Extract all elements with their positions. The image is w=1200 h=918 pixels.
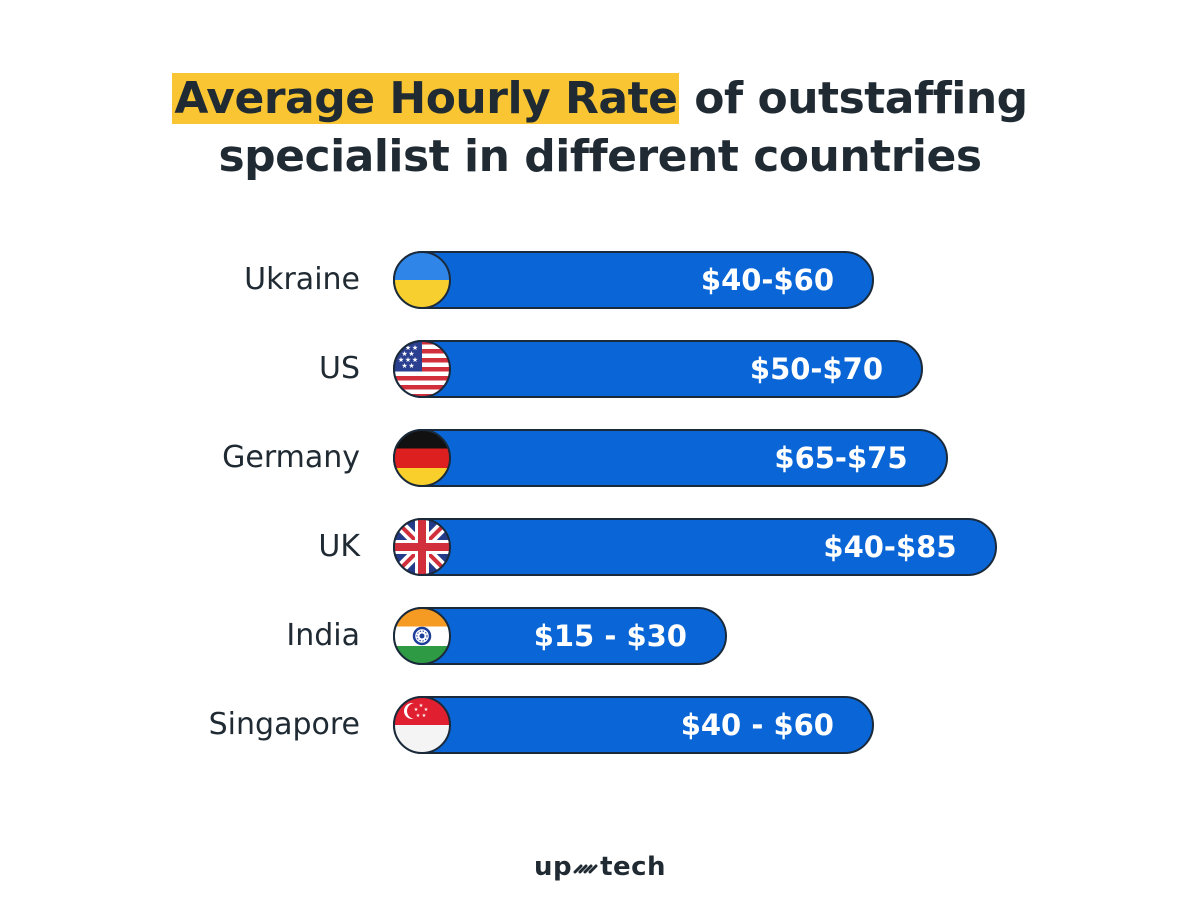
rate-value-label: $50-$70 xyxy=(749,352,883,386)
rate-value-label: $65-$75 xyxy=(774,441,908,475)
brand-up: up xyxy=(533,852,573,882)
svg-text:★: ★ xyxy=(412,356,418,364)
svg-text:★: ★ xyxy=(408,350,414,358)
svg-text:★: ★ xyxy=(405,344,411,352)
uk-flag-icon xyxy=(393,518,451,576)
svg-text:★: ★ xyxy=(414,707,419,713)
country-label: India xyxy=(286,618,360,653)
svg-text:★: ★ xyxy=(408,362,414,370)
rate-bar: $40-$85 xyxy=(393,518,997,576)
country-label: US xyxy=(318,351,360,386)
svg-text:★: ★ xyxy=(416,713,421,719)
upstech-mark-icon xyxy=(573,864,598,873)
ukraine-flag-icon xyxy=(393,251,451,309)
svg-text:★: ★ xyxy=(405,356,411,364)
brand-tech: tech xyxy=(600,852,667,882)
rate-bar: $50-$70 xyxy=(393,340,923,398)
title-line-2: specialist in different countries xyxy=(218,131,982,182)
us-flag-icon: ★ ★ ★ ★ ★ ★ ★ ★ ★ ★ xyxy=(393,340,451,398)
country-label: Germany xyxy=(222,440,360,475)
rate-value-label: $40-$85 xyxy=(823,530,957,564)
svg-text:★: ★ xyxy=(401,350,407,358)
rate-bar: $40 - $60 xyxy=(393,696,874,754)
svg-text:★: ★ xyxy=(424,707,429,713)
svg-text:★: ★ xyxy=(419,703,424,709)
svg-text:★: ★ xyxy=(412,344,418,352)
country-label: UK xyxy=(318,529,360,564)
brand-logo: up tech xyxy=(0,852,1200,882)
svg-text:★: ★ xyxy=(401,362,407,370)
title-highlight: Average Hourly Rate xyxy=(172,73,680,124)
title-line-1-rest: of outstaffing xyxy=(679,73,1028,124)
rate-value-label: $40-$60 xyxy=(700,263,834,297)
svg-text:★: ★ xyxy=(422,713,427,719)
singapore-flag-icon: ★ ★ ★ ★ ★ xyxy=(393,696,451,754)
chart-title: Average Hourly Rate of outstaffing speci… xyxy=(0,70,1200,186)
germany-flag-icon xyxy=(393,429,451,487)
india-flag-icon xyxy=(393,607,451,665)
rate-value-label: $40 - $60 xyxy=(680,708,834,742)
title-line-1: Average Hourly Rate of outstaffing xyxy=(0,70,1200,128)
country-label: Ukraine xyxy=(244,262,360,297)
country-label: Singapore xyxy=(208,707,360,742)
rate-bar: $40-$60 xyxy=(393,251,874,309)
rate-bar: $65-$75 xyxy=(393,429,948,487)
svg-text:★: ★ xyxy=(398,356,404,364)
rate-value-label: $15 - $30 xyxy=(533,619,687,653)
